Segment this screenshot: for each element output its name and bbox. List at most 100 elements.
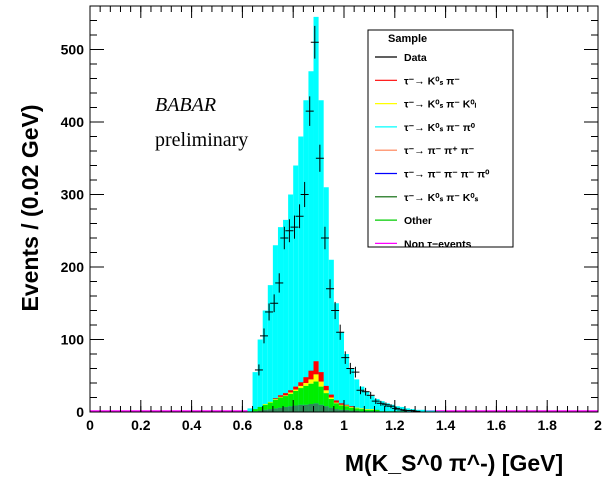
- mc-bar-kspi: [293, 386, 299, 390]
- mc-bar-other: [359, 409, 365, 412]
- mc-bar-other: [283, 396, 289, 407]
- x-tick-label: 2: [594, 417, 602, 433]
- mc-bar-other: [323, 393, 329, 407]
- plot-area: [90, 16, 598, 412]
- mc-bar-kspikl: [277, 396, 284, 398]
- mc-bar-ks-pi-ks: [349, 410, 355, 412]
- mc-bar-ks-pi-ks: [283, 406, 289, 412]
- legend: Sample Data τ⁻→ K⁰ₛ π⁻ τ⁻→ K⁰ₛ π⁻ K⁰ₗ τ⁻→ K…: [367, 29, 514, 250]
- mc-bar-kspipi0: [308, 71, 314, 412]
- x-tick-label: 0.8: [283, 417, 303, 433]
- mc-bar-kspi: [349, 406, 355, 407]
- mc-bar-kspikl: [318, 381, 324, 387]
- mc-bar-other: [328, 398, 334, 408]
- mc-bar-kspipi0: [323, 187, 329, 412]
- mc-bar-kspikl: [364, 409, 370, 410]
- legend-label: τ⁻→ K⁰ₛ π⁻ K⁰ₗ: [404, 99, 477, 111]
- mc-bar-kspikl: [354, 407, 360, 409]
- mc-bar-other: [338, 405, 344, 410]
- mc-bar-other: [257, 406, 263, 411]
- y-tick-label: 200: [61, 259, 85, 275]
- mc-bar-kspipi0: [328, 259, 334, 412]
- legend-label: Data: [404, 52, 427, 64]
- mc-bar-kspi: [333, 400, 339, 403]
- mc-bar-kspipi0: [318, 100, 324, 412]
- mc-bar-ks-pi-ks: [313, 403, 319, 412]
- experiment-label: BABAR: [155, 94, 216, 116]
- mc-bar-kspipi0: [283, 219, 289, 412]
- x-tick-label: 1.4: [436, 417, 456, 433]
- mc-bar-kspipi0: [293, 165, 299, 412]
- mc-bar-ks-pi-ks: [323, 406, 329, 412]
- mc-bar-other: [272, 399, 278, 409]
- mc-bar-kspipi0: [369, 396, 375, 412]
- mc-bar-ks-pi-ks: [318, 404, 324, 412]
- mc-bar-other: [288, 393, 294, 407]
- mc-bar-kspikl: [303, 383, 309, 386]
- mc-bar-kspikl: [288, 392, 294, 394]
- mc-bar-other: [369, 409, 375, 412]
- mc-bar-ks-pi-ks: [288, 406, 294, 412]
- mc-bar-ks-pi-ks: [308, 404, 314, 412]
- mc-bar-kspipi0: [277, 227, 284, 412]
- mc-bar-other: [333, 403, 339, 410]
- mc-bar-kspikl: [283, 395, 289, 397]
- x-tick-label: 1.6: [487, 417, 507, 433]
- mc-bar-kspipi0: [333, 303, 339, 412]
- y-tick-label: 400: [61, 114, 85, 130]
- mc-bar-other: [364, 409, 370, 412]
- preliminary-label: preliminary: [155, 129, 248, 151]
- legend-label: τ⁻→ K⁰ₛ π⁻: [404, 75, 460, 87]
- mc-bar-ks-pi-ks: [257, 410, 263, 412]
- mc-bar-kspipi0: [252, 372, 258, 412]
- mc-bar-other: [267, 402, 273, 410]
- mc-bar-other: [313, 381, 319, 404]
- mc-bar-kspipi0: [354, 379, 360, 412]
- legend-label: Non τ−events: [404, 238, 472, 250]
- mc-bar-kspikl: [344, 405, 350, 407]
- mc-bar-kspikl: [262, 404, 268, 405]
- legend-frame: [367, 29, 514, 248]
- mc-bar-ks-pi-ks: [262, 409, 268, 412]
- mc-bar-kspipi0: [344, 354, 350, 412]
- legend-label: τ⁻→ π⁻ π⁻ π⁻ π⁰: [404, 169, 490, 181]
- y-axis-label: Events / (0.02 GeV): [17, 104, 43, 311]
- mc-bar-kspi: [338, 403, 344, 405]
- mc-bar-kspi: [298, 382, 304, 386]
- x-tick-label: 0.6: [233, 417, 253, 433]
- mc-bar-other: [374, 409, 380, 412]
- mc-bar-ks-pi-ks: [303, 404, 309, 412]
- mc-bar-kspipi0: [384, 403, 390, 412]
- mc-bar-kspipi0: [313, 16, 319, 412]
- mc-bar-ks-pi-ks: [328, 407, 334, 412]
- mc-bar-kspi: [323, 385, 329, 391]
- mc-bar-ks-pi-ks: [277, 407, 284, 412]
- legend-label: τ⁻→ K⁰ₛ π⁻ K⁰ₛ: [404, 192, 479, 204]
- mc-bar-kspi: [283, 393, 289, 396]
- mc-bar-kspi: [277, 395, 284, 397]
- mc-bar-kspi: [318, 372, 324, 382]
- mc-bar-kspikl: [298, 385, 304, 389]
- mc-bar-kspi: [328, 394, 334, 398]
- mc-bar-ks-pi-ks: [293, 405, 299, 412]
- y-tick-label: 100: [61, 332, 85, 348]
- mc-bar-kspipi0: [338, 332, 344, 412]
- mc-bar-kspipi0: [298, 136, 304, 412]
- mc-bar-kspi: [272, 398, 278, 399]
- mc-bar-kspipi0: [374, 398, 380, 412]
- mc-bar-kspikl: [313, 374, 319, 382]
- legend-title: Sample: [388, 33, 427, 45]
- y-tick-label: 500: [61, 42, 85, 58]
- mc-bar-other: [308, 383, 314, 405]
- mc-bar-kspipi0: [364, 391, 370, 412]
- x-tick-label: 0.2: [131, 417, 151, 433]
- mc-bar-ks-pi-ks: [298, 404, 304, 412]
- mc-bar-kspipi0: [247, 408, 253, 412]
- mc-bar-kspikl: [293, 389, 299, 391]
- mc-bar-kspipi0: [267, 285, 273, 412]
- mc-bar-kspikl: [308, 379, 314, 384]
- mc-bar-kspipi0: [379, 401, 385, 412]
- mc-bar-kspikl: [349, 406, 355, 408]
- mc-bar-kspipi0: [288, 194, 294, 412]
- y-tick-label: 300: [61, 187, 85, 203]
